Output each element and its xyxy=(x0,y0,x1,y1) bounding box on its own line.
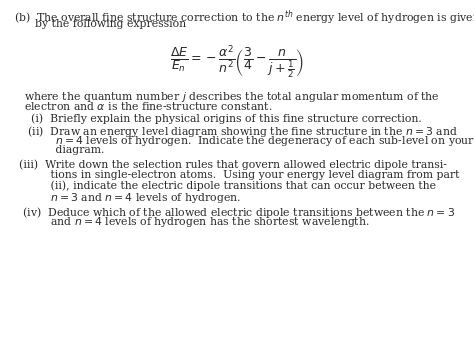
Text: and $n = 4$ levels of hydrogen has the shortest wavelength.: and $n = 4$ levels of hydrogen has the s… xyxy=(19,215,370,230)
Text: (ii)  Draw an energy level diagram showing the fine structure in the $n = 3$ and: (ii) Draw an energy level diagram showin… xyxy=(24,124,457,139)
Text: tions in single-electron atoms.  Using your energy level diagram from part: tions in single-electron atoms. Using yo… xyxy=(19,170,459,180)
Text: $\dfrac{\Delta E}{E_n} = -\dfrac{\alpha^2}{n^2}\left(\dfrac{3}{4} - \dfrac{n}{j+: $\dfrac{\Delta E}{E_n} = -\dfrac{\alpha^… xyxy=(170,44,304,81)
Text: where the quantum number $j$ describes the total angular momentum of the: where the quantum number $j$ describes t… xyxy=(24,90,439,104)
Text: (iii)  Write down the selection rules that govern allowed electric dipole transi: (iii) Write down the selection rules tha… xyxy=(19,159,447,170)
Text: electron and $\alpha$ is the fine-structure constant.: electron and $\alpha$ is the fine-struct… xyxy=(24,100,272,112)
Text: (b)  The overall fine structure correction to the $n^{th}$ energy level of hydro: (b) The overall fine structure correctio… xyxy=(14,9,474,27)
Text: $n = 3$ and $n = 4$ levels of hydrogen.: $n = 3$ and $n = 4$ levels of hydrogen. xyxy=(19,191,241,205)
Text: by the following expression: by the following expression xyxy=(14,19,186,29)
Text: (ii), indicate the electric dipole transitions that can occur between the: (ii), indicate the electric dipole trans… xyxy=(19,180,436,191)
Text: (iv)  Deduce which of the allowed electric dipole transitions between the $n = 3: (iv) Deduce which of the allowed electri… xyxy=(19,205,455,220)
Text: $n = 4$ levels of hydrogen.  Indicate the degeneracy of each sub-level on your: $n = 4$ levels of hydrogen. Indicate the… xyxy=(24,134,474,149)
Text: (i)  Briefly explain the physical origins of this fine structure correction.: (i) Briefly explain the physical origins… xyxy=(24,113,421,124)
Text: diagram.: diagram. xyxy=(24,145,104,155)
